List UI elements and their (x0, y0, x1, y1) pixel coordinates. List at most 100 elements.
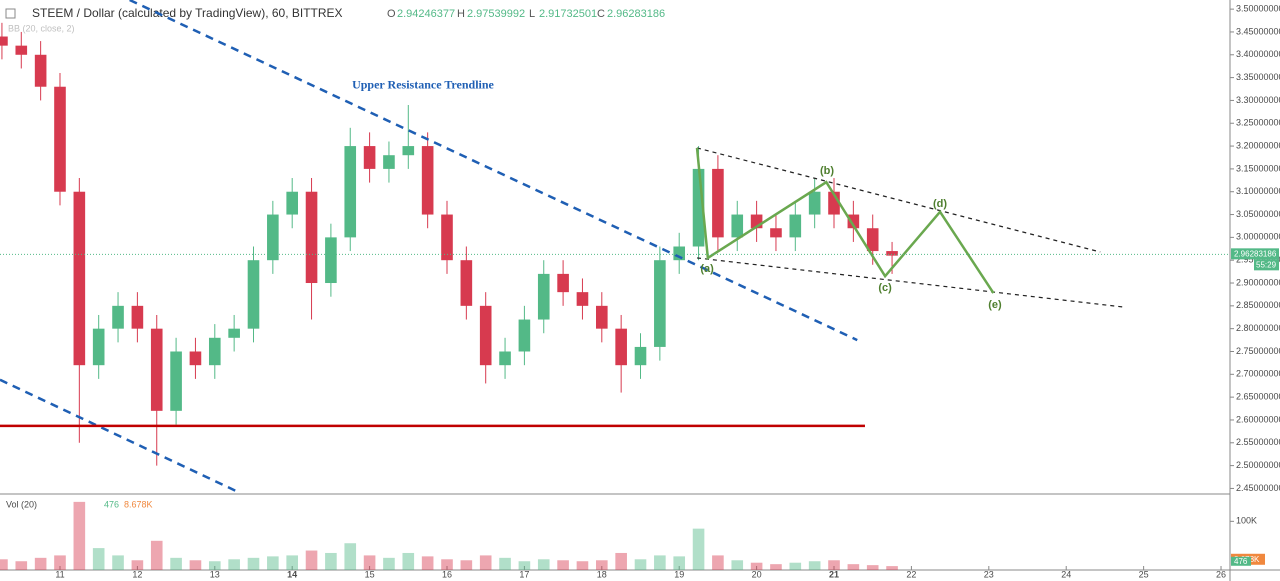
volume-bar (634, 559, 647, 570)
y-tick-label: 2.65000000 (1236, 392, 1280, 402)
candle-body (73, 191, 86, 366)
volume-bar (344, 543, 357, 570)
x-tick-label: 25 (1139, 569, 1149, 579)
volume-bar (557, 560, 569, 570)
volume-bar (15, 561, 28, 570)
volume-bar (808, 561, 821, 570)
candle-body (363, 146, 376, 169)
y-tick-label: 2.90000000 (1236, 277, 1280, 287)
x-tick-label: 12 (132, 569, 142, 579)
candle-body (479, 305, 492, 366)
x-tick-label: 26 (1216, 569, 1226, 579)
volume-bar (383, 557, 395, 570)
volume-bar (208, 561, 221, 570)
y-tick-label: 3.20000000 (1236, 140, 1280, 150)
volume-bar (518, 561, 531, 570)
y-tick-label: 2.55000000 (1236, 437, 1280, 447)
volume-bar (228, 559, 240, 570)
volume-bar (34, 557, 47, 570)
x-tick-label: 19 (674, 569, 684, 579)
volume-bar (866, 565, 879, 570)
candle-body (828, 191, 840, 215)
x-tick-label: 17 (519, 569, 529, 579)
volume-bar (731, 560, 744, 570)
wave-label: (c) (878, 282, 892, 294)
candle-body (15, 45, 28, 55)
candle-body (54, 86, 66, 192)
candle-body (460, 260, 473, 306)
y-tick-label: 3.45000000 (1236, 26, 1280, 36)
wave-label: (d) (933, 198, 947, 210)
candle-body (673, 246, 686, 261)
ohlc-value: 2.91732501 (539, 8, 597, 20)
candle-body (789, 214, 802, 238)
candle-body (189, 351, 202, 366)
volume-bar (537, 559, 550, 570)
ohlc-key: L (529, 8, 535, 20)
volume-bar (189, 560, 202, 570)
candle-body (150, 328, 163, 411)
volume-bar (595, 560, 608, 570)
trendline (129, 0, 858, 342)
candle-body (325, 237, 337, 284)
collapse-icon[interactable] (5, 8, 16, 19)
volume-last-tag (1231, 556, 1251, 566)
candle-body (770, 228, 782, 238)
candle-body (808, 191, 821, 215)
volume-bar (499, 557, 511, 570)
symbol-title: STEEM / Dollar (calculated by TradingVie… (32, 6, 343, 20)
candle-body (557, 273, 569, 293)
candle-body (750, 214, 763, 229)
x-tick-label: 20 (752, 569, 762, 579)
candle-body (34, 54, 47, 87)
y-tick-label: 3.05000000 (1236, 209, 1280, 219)
volume-bar (828, 560, 840, 570)
candle-body (712, 168, 724, 238)
volume-bar (286, 555, 298, 570)
volume-bar (441, 559, 453, 570)
volume-bar (692, 528, 705, 570)
candle-body (634, 346, 647, 366)
candle-body (654, 260, 666, 347)
trendline (0, 378, 241, 495)
volume-bar (131, 560, 144, 570)
volume-bar (421, 556, 434, 570)
wave-label: (e) (988, 299, 1002, 311)
candle-body (402, 146, 415, 156)
ohlc-key: C (597, 8, 605, 20)
ohlc-value: 2.94246377 (397, 8, 455, 20)
trendline (695, 147, 995, 294)
volume-bar (847, 564, 860, 570)
ohlc-key: O (387, 8, 396, 20)
volume-bar (247, 557, 260, 570)
volume-last: 476 (104, 499, 119, 509)
trendline (696, 147, 1101, 253)
volume-bar (325, 552, 337, 570)
x-tick-label: 11 (55, 569, 64, 579)
candle-body (595, 305, 608, 329)
y-tick-label: 3.00000000 (1236, 232, 1280, 242)
ohlc-key: H (457, 8, 465, 20)
x-tick-label: 24 (1061, 569, 1071, 579)
candle-body (267, 214, 279, 261)
x-tick-label: 13 (210, 569, 220, 579)
candle-body (208, 337, 221, 366)
y-tick-label: 3.10000000 (1236, 186, 1280, 196)
candle-body (615, 328, 627, 366)
candle-body (344, 146, 357, 238)
volume-bar (479, 555, 492, 570)
volume-bar (673, 556, 686, 570)
volume-bar (150, 540, 163, 570)
y-tick-label: 3.30000000 (1236, 95, 1280, 105)
x-tick-label: 14 (287, 569, 297, 579)
volume-bar (267, 556, 279, 570)
y-tick-label: 3.50000000 (1236, 4, 1280, 14)
candle-body (441, 214, 453, 261)
volume-bar (576, 561, 589, 570)
volume-tick-label: 100K (1236, 516, 1257, 526)
volume-bar (363, 555, 376, 570)
volume-bar (54, 555, 66, 570)
y-tick-label: 2.60000000 (1236, 414, 1280, 424)
candle-body (731, 214, 744, 238)
